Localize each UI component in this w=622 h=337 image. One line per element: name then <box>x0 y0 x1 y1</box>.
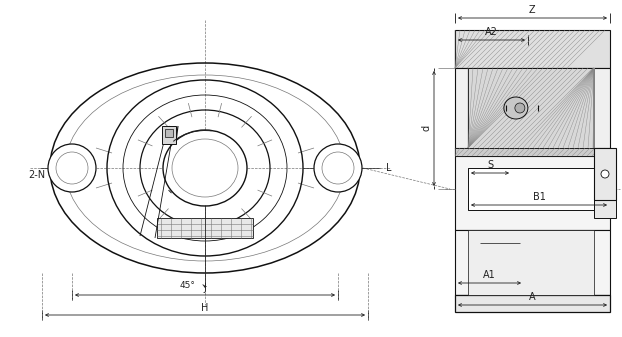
Bar <box>157 218 253 238</box>
Bar <box>468 68 594 148</box>
Bar <box>455 30 610 68</box>
Bar <box>455 30 610 68</box>
Bar <box>468 168 594 210</box>
Bar <box>455 68 610 148</box>
Text: d: d <box>421 125 431 131</box>
Bar <box>455 148 610 156</box>
Bar <box>594 156 616 218</box>
Ellipse shape <box>504 97 528 119</box>
Bar <box>455 295 610 312</box>
Bar <box>455 156 610 230</box>
Bar <box>480 235 520 268</box>
Text: S: S <box>487 160 493 170</box>
Ellipse shape <box>48 144 96 192</box>
Text: A: A <box>529 292 536 302</box>
Text: A2: A2 <box>485 27 498 37</box>
Ellipse shape <box>314 144 362 192</box>
Bar <box>162 126 176 144</box>
Text: 45°: 45° <box>179 281 195 290</box>
Bar <box>165 129 173 137</box>
Text: J: J <box>203 283 207 293</box>
Text: Z: Z <box>529 5 536 15</box>
Ellipse shape <box>515 103 525 113</box>
Text: 2-N: 2-N <box>28 170 45 180</box>
Ellipse shape <box>163 130 247 206</box>
Ellipse shape <box>50 63 360 273</box>
Bar <box>455 230 610 295</box>
Text: B1: B1 <box>532 192 545 202</box>
Text: H: H <box>202 303 209 313</box>
Bar <box>594 148 616 200</box>
Ellipse shape <box>601 170 609 178</box>
Bar <box>468 230 594 295</box>
Text: L: L <box>386 163 391 173</box>
Text: A1: A1 <box>483 270 495 280</box>
